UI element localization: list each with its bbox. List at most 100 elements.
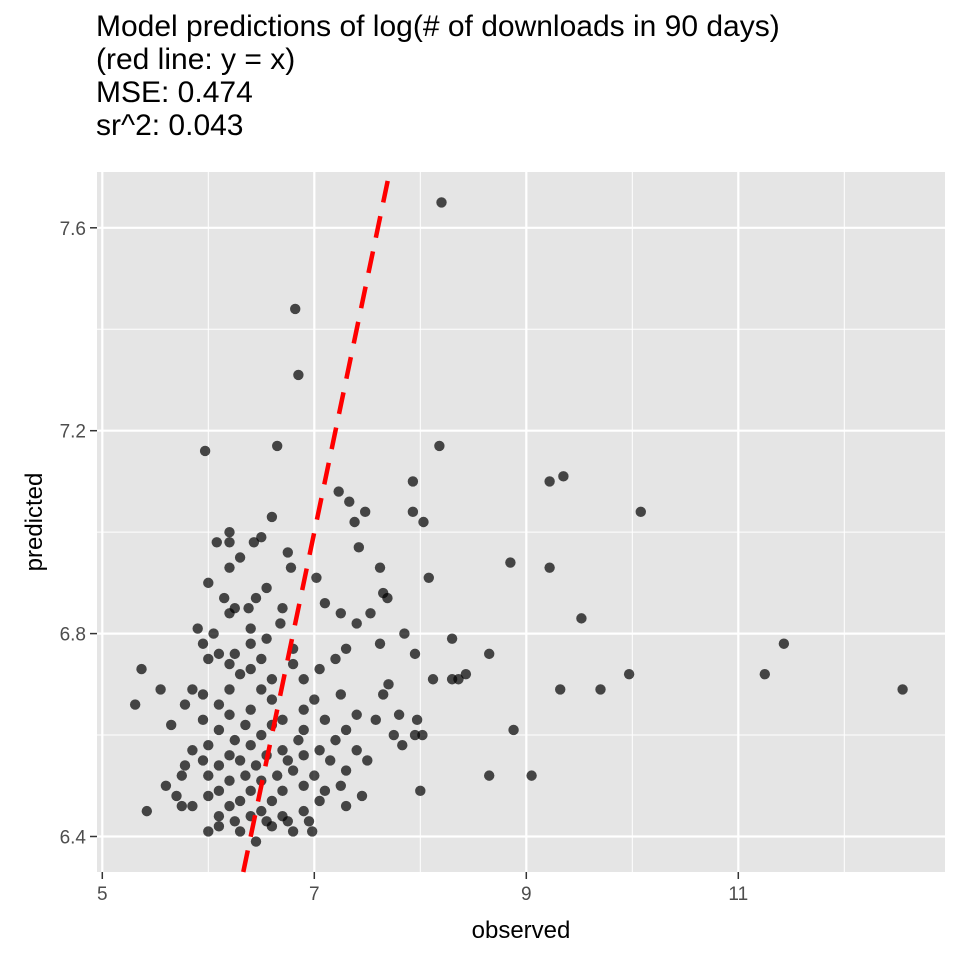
x-tick-label: 9	[521, 884, 532, 905]
data-point	[129, 699, 141, 710]
data-point	[229, 734, 240, 746]
data-points	[129, 197, 908, 847]
data-point	[544, 562, 555, 573]
data-point	[277, 745, 288, 756]
data-point	[261, 633, 272, 644]
data-point	[234, 826, 246, 837]
x-tick-label: 5	[97, 884, 108, 905]
data-point	[250, 592, 262, 604]
data-point	[224, 684, 235, 695]
data-point	[287, 826, 299, 837]
data-point	[213, 699, 225, 710]
data-point	[544, 476, 555, 487]
data-point	[219, 592, 230, 604]
data-point	[266, 511, 278, 523]
data-point	[213, 724, 225, 736]
data-point	[446, 633, 458, 644]
data-point	[333, 486, 344, 497]
data-point	[370, 714, 381, 726]
data-point	[298, 805, 309, 817]
data-point	[418, 516, 429, 528]
data-point	[234, 668, 246, 680]
data-point	[277, 785, 288, 797]
data-point	[309, 694, 320, 705]
data-point	[374, 562, 386, 573]
data-point	[229, 816, 240, 827]
data-point	[383, 679, 394, 690]
data-point	[234, 552, 246, 563]
data-point	[314, 663, 325, 675]
x-tick-label: 7	[309, 884, 320, 905]
chart-title-line-4: sr^2: 0.043	[96, 109, 244, 142]
data-point	[330, 734, 341, 746]
data-point	[199, 445, 211, 457]
data-point	[282, 816, 293, 827]
data-point	[234, 795, 246, 807]
data-point	[505, 557, 516, 568]
data-point	[155, 684, 166, 695]
data-point	[240, 770, 251, 781]
data-point	[256, 684, 267, 695]
chart-title: Model predictions of log(# of downloads …	[96, 10, 780, 142]
data-point	[197, 689, 209, 700]
data-point	[166, 719, 177, 731]
data-point	[409, 648, 421, 660]
data-point	[208, 628, 219, 639]
data-point	[623, 668, 635, 680]
data-point	[256, 653, 267, 665]
data-point	[293, 369, 304, 381]
y-tick-label: 6.4	[60, 827, 87, 848]
y-tick-label: 6.8	[60, 625, 86, 646]
data-point	[555, 684, 566, 695]
data-point	[340, 724, 352, 736]
data-point	[250, 760, 262, 771]
chart-title-line-1: Model predictions of log(# of downloads …	[96, 10, 780, 43]
data-point	[224, 658, 235, 670]
data-point	[275, 618, 286, 629]
data-point	[229, 648, 240, 660]
data-point	[187, 745, 198, 756]
data-point	[484, 648, 495, 660]
data-point	[311, 572, 322, 583]
data-point	[351, 745, 362, 756]
data-point	[272, 440, 283, 452]
data-point	[409, 729, 421, 741]
data-point	[203, 577, 214, 589]
data-point	[340, 800, 352, 812]
data-point	[224, 537, 235, 548]
data-point	[248, 537, 260, 548]
data-point	[224, 709, 235, 720]
data-point	[356, 790, 368, 802]
data-point	[203, 739, 214, 751]
data-point	[197, 638, 209, 649]
data-point	[314, 745, 325, 756]
data-point	[344, 496, 355, 507]
data-point	[330, 653, 341, 665]
data-point	[171, 790, 182, 802]
data-point	[179, 760, 191, 771]
data-point	[213, 821, 225, 832]
data-point	[203, 770, 214, 781]
data-point	[340, 765, 352, 776]
data-point	[407, 506, 419, 518]
data-point	[434, 440, 445, 452]
data-point	[298, 750, 309, 761]
data-point	[234, 755, 246, 766]
data-point	[203, 826, 214, 837]
data-point	[453, 674, 464, 685]
data-point	[256, 532, 267, 543]
data-point	[298, 724, 309, 736]
data-point	[349, 516, 360, 528]
data-point	[213, 811, 225, 822]
data-point	[378, 689, 389, 700]
y-tick-label: 7.6	[60, 219, 86, 240]
data-point	[576, 613, 587, 624]
data-point	[319, 714, 331, 726]
data-point	[388, 729, 399, 741]
chart-title-line-2: (red line: y = x)	[96, 43, 296, 76]
data-point	[203, 653, 214, 665]
data-point	[484, 770, 495, 781]
data-point	[224, 775, 235, 786]
data-point	[282, 755, 293, 766]
data-point	[224, 526, 235, 538]
